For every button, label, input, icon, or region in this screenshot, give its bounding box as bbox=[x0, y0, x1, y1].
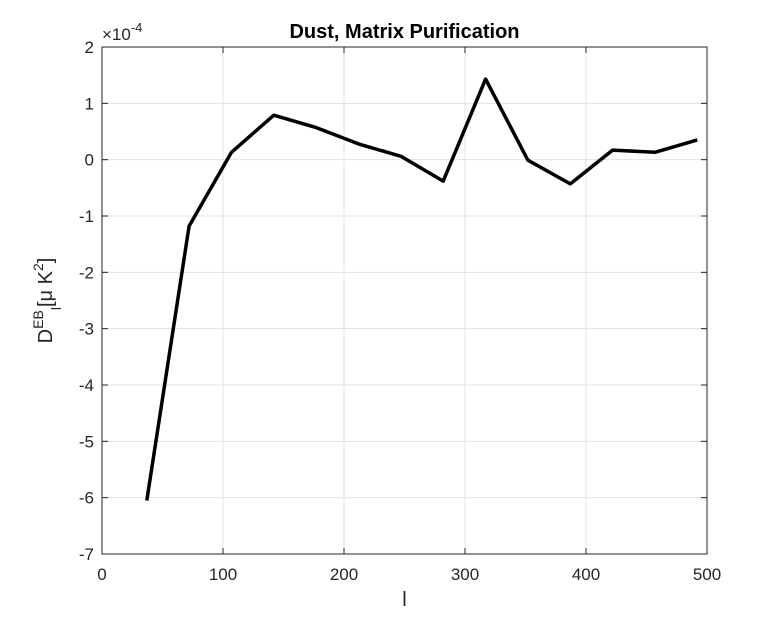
chart-title: Dust, Matrix Purification bbox=[289, 21, 519, 43]
y-tick-label: -3 bbox=[79, 320, 94, 339]
y-label-base: D bbox=[35, 329, 57, 343]
y-label-unit-mu: μ bbox=[35, 290, 57, 302]
y-tick-label: -2 bbox=[79, 263, 94, 282]
y-label-unit-superscript: 2 bbox=[30, 263, 46, 271]
x-tick-label: 0 bbox=[97, 565, 106, 584]
y-tick-label: -5 bbox=[79, 432, 94, 451]
y-label-unit-close: ] bbox=[35, 258, 57, 264]
y-tick-label: 2 bbox=[85, 38, 94, 57]
svg-text:DEBl[μ K2]: DEBl[μ K2] bbox=[30, 258, 64, 344]
series-layer bbox=[145, 77, 698, 501]
x-tick-label: 300 bbox=[451, 565, 479, 584]
y-tick-label: 0 bbox=[85, 151, 94, 170]
y-label-superscript: EB bbox=[30, 310, 46, 329]
x-tick-label: 400 bbox=[572, 565, 600, 584]
y-label-subscript: l bbox=[48, 307, 64, 310]
x-axis-label: l bbox=[402, 589, 406, 611]
y-tick-label: -4 bbox=[79, 376, 94, 395]
axis-ticks bbox=[101, 46, 708, 555]
y-tick-label: 1 bbox=[85, 94, 94, 113]
plot-frame bbox=[101, 46, 708, 555]
x-tick-label: 500 bbox=[693, 565, 721, 584]
y-multiplier-exponent: -4 bbox=[131, 20, 143, 35]
x-tick-label: 100 bbox=[209, 565, 237, 584]
y-axis-multiplier: ×10-4 bbox=[102, 20, 142, 44]
y-axis-label: DEBl[μ K2] bbox=[30, 258, 64, 344]
x-tick-label: 200 bbox=[330, 565, 358, 584]
y-multiplier-prefix: ×10 bbox=[102, 25, 131, 44]
tick-labels: 0 100 200 300 400 500 -7 -6 -5 -4 -3 -2 -1 0 1 2 bbox=[79, 38, 721, 584]
y-label-unit-k: K bbox=[35, 270, 57, 290]
y-label-unit-open: [ bbox=[35, 301, 57, 307]
series-line bbox=[145, 77, 698, 501]
y-tick-label: -6 bbox=[79, 489, 94, 508]
y-tick-label: -1 bbox=[79, 207, 94, 226]
grid bbox=[101, 46, 708, 555]
y-tick-label: -7 bbox=[79, 545, 94, 564]
